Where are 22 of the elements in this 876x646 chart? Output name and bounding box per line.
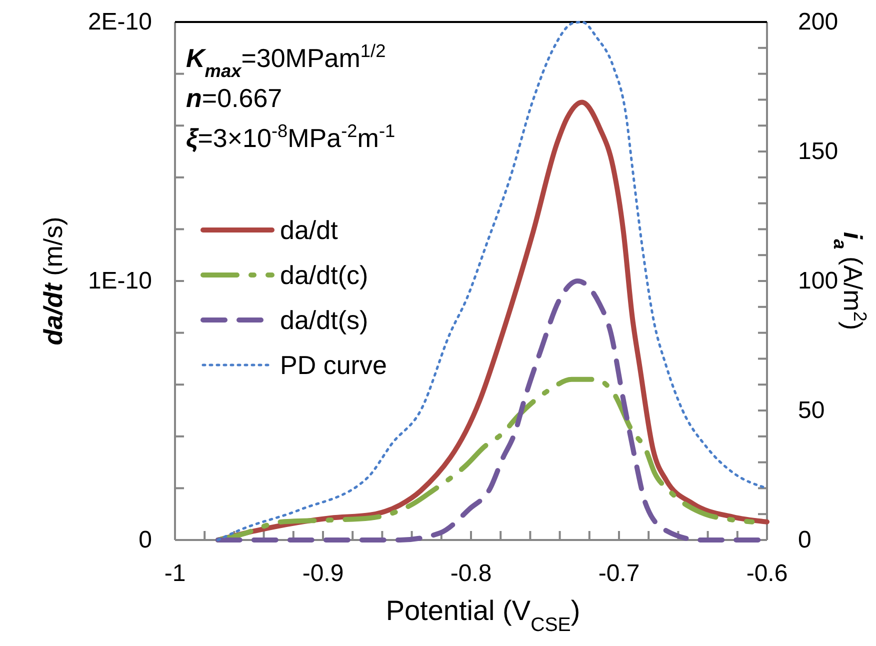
- x-tick-label: -1: [164, 560, 186, 588]
- y2-tick-label: 200: [798, 8, 838, 36]
- x-tick-label: -0.7: [598, 560, 640, 588]
- x-tick-label: -0.8: [450, 560, 492, 588]
- x-axis-title: Potential (V$_{CSE}$): [386, 595, 580, 636]
- annotation: n=0.667: [186, 83, 282, 113]
- legend-label: da/dt(c): [280, 260, 368, 290]
- y2-tick-label: 100: [798, 268, 838, 295]
- annotation: ξ=3×10$^{-8}$MPa$^{-2}$m$^{-1}$: [186, 121, 396, 153]
- y-axis-title: da/dt (m/s): [38, 216, 68, 346]
- y2-tick-label: 0: [798, 526, 812, 554]
- y2-tick-label: 50: [798, 397, 825, 424]
- legend-label: PD curve: [280, 350, 387, 380]
- legend-label: da/dt(s): [280, 305, 368, 335]
- x-tick-label: -0.9: [302, 560, 344, 588]
- y-tick-label: 2E-10: [88, 8, 152, 36]
- x-tick-label: -0.6: [746, 560, 788, 588]
- y-tick-label: 0: [138, 526, 152, 554]
- legend-label: da/dt: [280, 215, 339, 245]
- y2-tick-label: 150: [798, 138, 838, 166]
- y-tick-label: 1E-10: [88, 268, 152, 295]
- annotation: K$_{max}$=30MPam$^{1/2}$: [186, 41, 386, 81]
